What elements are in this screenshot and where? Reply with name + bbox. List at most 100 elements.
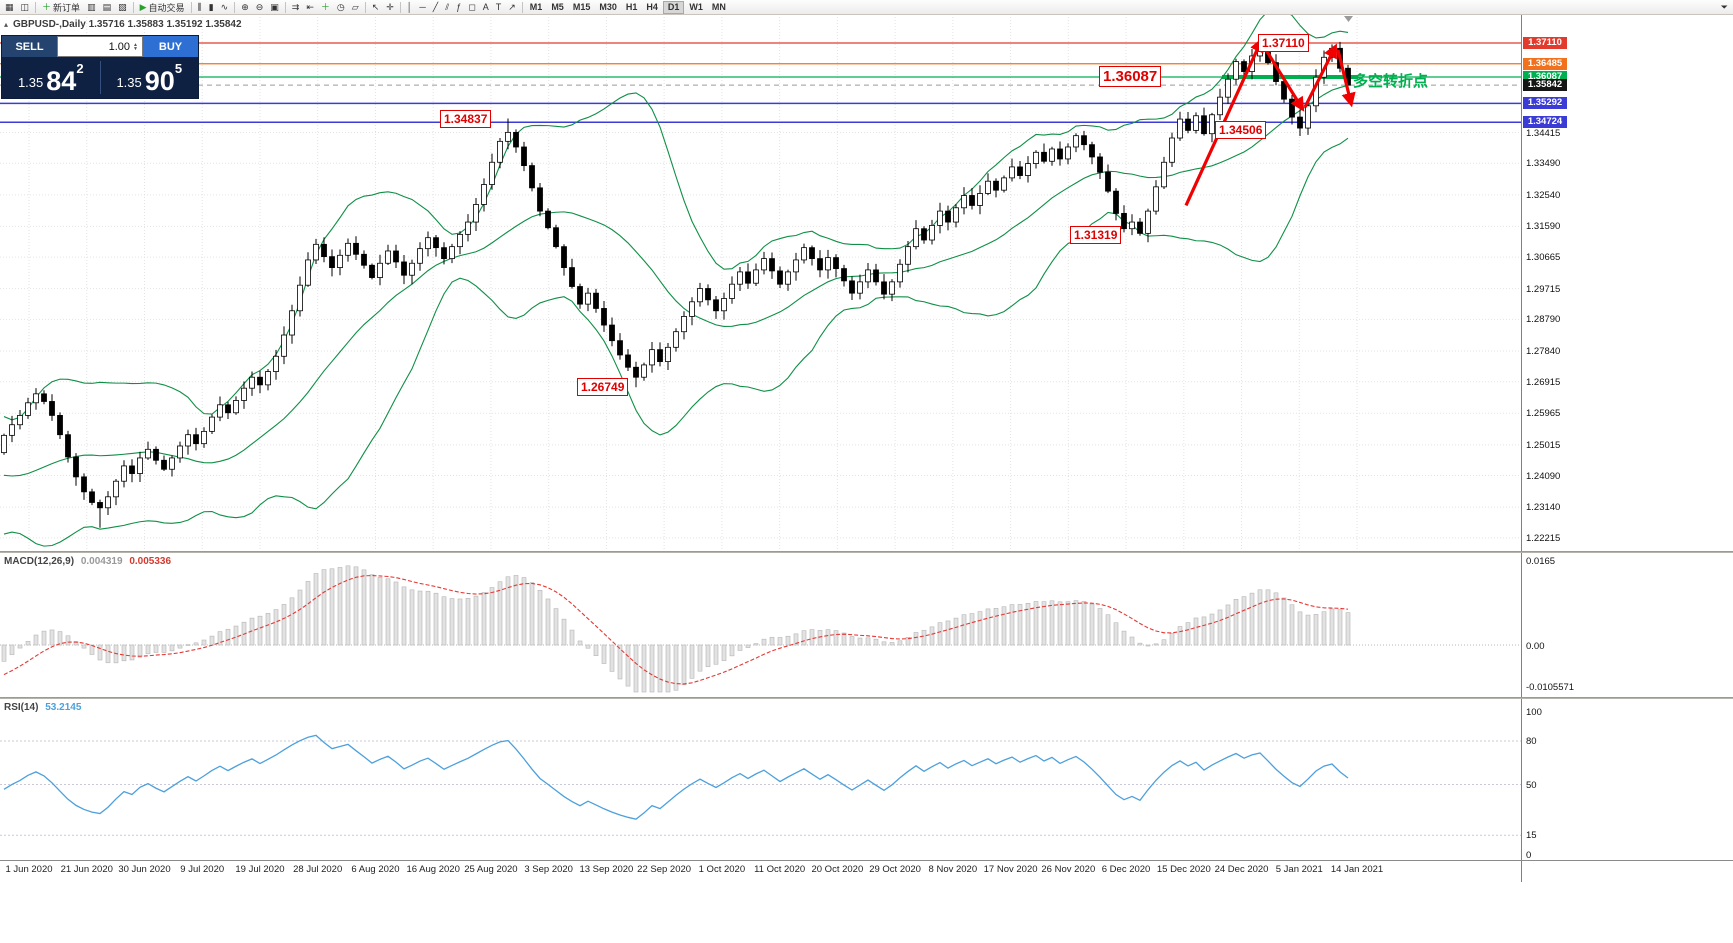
new-chart-icon[interactable]: ▦ bbox=[2, 1, 17, 14]
trendline-icon[interactable]: ╱ bbox=[430, 1, 441, 14]
autotrade-button-label: 自动交易 bbox=[148, 2, 185, 13]
auto-scroll-icon[interactable]: ⇉ bbox=[289, 1, 303, 14]
rsi-axis-tick: 50 bbox=[1526, 779, 1537, 791]
periods-icon-glyph: ◷ bbox=[336, 1, 345, 12]
tile-windows-icon-glyph: ▣ bbox=[270, 1, 279, 12]
symbol-title-text: GBPUSD-,Daily 1.35716 1.35883 1.35192 1.… bbox=[13, 19, 242, 30]
volume-spinner[interactable]: ▲ ▼ bbox=[130, 41, 141, 52]
timeframe-d1-button[interactable]: D1 bbox=[662, 0, 685, 14]
cursor-icon[interactable]: ↖ bbox=[369, 1, 383, 14]
price-tick: 1.29715 bbox=[1526, 283, 1561, 295]
volume-input[interactable]: 1.00 ▲ ▼ bbox=[57, 36, 143, 57]
profiles-icon[interactable]: ◫ bbox=[18, 1, 33, 14]
timeframe-m30-button[interactable]: M30 bbox=[599, 2, 617, 12]
zoom-out-icon[interactable]: ⊖ bbox=[253, 1, 267, 14]
x-axis-line bbox=[0, 860, 1733, 861]
tile-windows-icon[interactable]: ▣ bbox=[267, 1, 282, 14]
chart-shift-icon[interactable]: ⇤ bbox=[303, 1, 317, 14]
date-tick: 29 Oct 2020 bbox=[869, 864, 921, 875]
candlestick-chart-icon[interactable]: ▮ bbox=[206, 1, 217, 14]
auto-scroll-icon-glyph: ⇉ bbox=[291, 1, 300, 12]
buy-price-sup: 5 bbox=[174, 61, 183, 76]
price-tick: 1.27840 bbox=[1526, 345, 1561, 357]
market-watch-icon-glyph: ▥ bbox=[87, 1, 96, 12]
sell-button[interactable]: SELL bbox=[2, 36, 57, 57]
price-tick: 1.26915 bbox=[1526, 376, 1561, 388]
channel-icon[interactable]: ⫽ bbox=[442, 1, 452, 14]
volume-up-icon[interactable]: ▲ bbox=[133, 41, 138, 48]
vertical-line-icon[interactable]: │ bbox=[404, 1, 416, 14]
price-tick: 1.25965 bbox=[1526, 408, 1561, 420]
date-tick: 22 Sep 2020 bbox=[637, 864, 692, 875]
date-tick: 3 Sep 2020 bbox=[524, 864, 573, 875]
timeframe-mn-button[interactable]: MN bbox=[711, 2, 726, 12]
buy-button[interactable]: BUY bbox=[143, 36, 198, 57]
price-tick: 1.34415 bbox=[1526, 127, 1561, 139]
autotrade-glyph: ▶ bbox=[139, 1, 147, 12]
panel-separator[interactable] bbox=[0, 697, 1733, 699]
panel-separator[interactable] bbox=[0, 551, 1733, 553]
toolbar-overflow-button[interactable]: ⏷ bbox=[1720, 1, 1728, 12]
zoom-in-icon[interactable]: ⊕ bbox=[238, 1, 252, 14]
date-tick: 26 Nov 2020 bbox=[1041, 864, 1096, 875]
vertical-line-icon-glyph: │ bbox=[406, 1, 413, 12]
price-tick: 1.24090 bbox=[1526, 470, 1561, 482]
price-divider bbox=[99, 61, 101, 94]
shapes-icon[interactable]: ◻ bbox=[465, 1, 478, 14]
autotrade-button[interactable]: ▶ 自动交易 bbox=[137, 1, 188, 14]
macd-name: MACD(12,26,9) bbox=[4, 556, 75, 567]
volume-value: 1.00 bbox=[108, 40, 130, 53]
timeframe-m15-button[interactable]: M15 bbox=[572, 2, 591, 12]
date-tick: 16 Aug 2020 bbox=[406, 864, 460, 875]
macd-axis-tick: 0.00 bbox=[1526, 641, 1545, 652]
one-click-trading-panel: SELL 1.00 ▲ ▼ BUY 1.35 84 2 1.35 90 5 bbox=[2, 36, 198, 98]
date-tick: 13 Sep 2020 bbox=[579, 864, 634, 875]
date-tick: 24 Dec 2020 bbox=[1214, 864, 1269, 875]
bar-chart-icon[interactable]: ⫼ bbox=[195, 1, 205, 14]
date-axis[interactable]: 1 Jun 2020 21 Jun 2020 30 Jun 2020 9 Jul 20… bbox=[0, 861, 1521, 882]
volume-down-icon[interactable]: ▼ bbox=[133, 45, 138, 52]
toolbar-separator bbox=[190, 1, 192, 13]
date-tick: 11 Oct 2020 bbox=[754, 864, 806, 875]
timeframe-m5-button[interactable]: M5 bbox=[551, 2, 564, 12]
date-tick: 5 Jan 2021 bbox=[1275, 864, 1323, 875]
horizontal-line-icon[interactable]: ─ bbox=[416, 1, 428, 14]
crosshair-icon-glyph: ✛ bbox=[386, 1, 394, 12]
arrow-tool-icon-glyph: ↗ bbox=[508, 1, 516, 12]
new-order-button-label: 新订单 bbox=[53, 2, 81, 13]
rsi-line bbox=[3, 734, 1349, 820]
indicators-icon[interactable]: ＋ bbox=[318, 1, 333, 14]
price-axis[interactable]: 1.34415 1.33490 1.32540 1.31590 1.30665 1.297… bbox=[1522, 0, 1592, 943]
crosshair-icon[interactable]: ✛ bbox=[383, 1, 397, 14]
one-click-toggle-icon[interactable]: ▴ bbox=[4, 20, 9, 29]
rsi-indicator-label: RSI(14) 53.2145 bbox=[4, 702, 81, 713]
sell-price[interactable]: 1.35 84 2 bbox=[2, 57, 100, 98]
line-chart-icon[interactable]: ∿ bbox=[218, 1, 232, 14]
indicators-icon-glyph: ＋ bbox=[320, 1, 330, 12]
price-tag: 1.35292 bbox=[1523, 97, 1567, 110]
text-label-icon[interactable]: T bbox=[493, 1, 505, 14]
fibonacci-icon[interactable]: ƒ bbox=[453, 1, 464, 14]
timeframe-m1-button[interactable]: M1 bbox=[529, 2, 543, 12]
macd-indicator-label: MACD(12,26,9) 0.004319 0.005336 bbox=[4, 556, 171, 567]
terminal-icon[interactable]: ▧ bbox=[115, 1, 130, 14]
date-tick: 15 Dec 2020 bbox=[1156, 864, 1211, 875]
market-watch-icon[interactable]: ▥ bbox=[84, 1, 99, 14]
timeframe-w1-button[interactable]: W1 bbox=[689, 2, 703, 12]
navigator-icon[interactable]: ▤ bbox=[100, 1, 115, 14]
text-icon[interactable]: A bbox=[480, 1, 492, 14]
timeframe-h4-button[interactable]: H4 bbox=[646, 2, 658, 12]
arrow-tool-icon[interactable]: ↗ bbox=[505, 1, 519, 14]
templates-icon[interactable]: ▱ bbox=[349, 1, 362, 14]
macd-signal-value: 0.005336 bbox=[129, 556, 172, 567]
line-chart-icon-glyph: ∿ bbox=[220, 1, 229, 12]
fibonacci-icon-glyph: ƒ bbox=[456, 1, 462, 12]
navigator-icon-glyph: ▤ bbox=[102, 1, 112, 12]
buy-price[interactable]: 1.35 90 5 bbox=[101, 57, 199, 98]
chart-shift-marker bbox=[1344, 16, 1353, 22]
new-order-button[interactable]: ＋新订单 bbox=[39, 1, 83, 14]
periods-icon[interactable]: ◷ bbox=[334, 1, 348, 14]
timeframe-h1-button[interactable]: H1 bbox=[625, 2, 638, 12]
